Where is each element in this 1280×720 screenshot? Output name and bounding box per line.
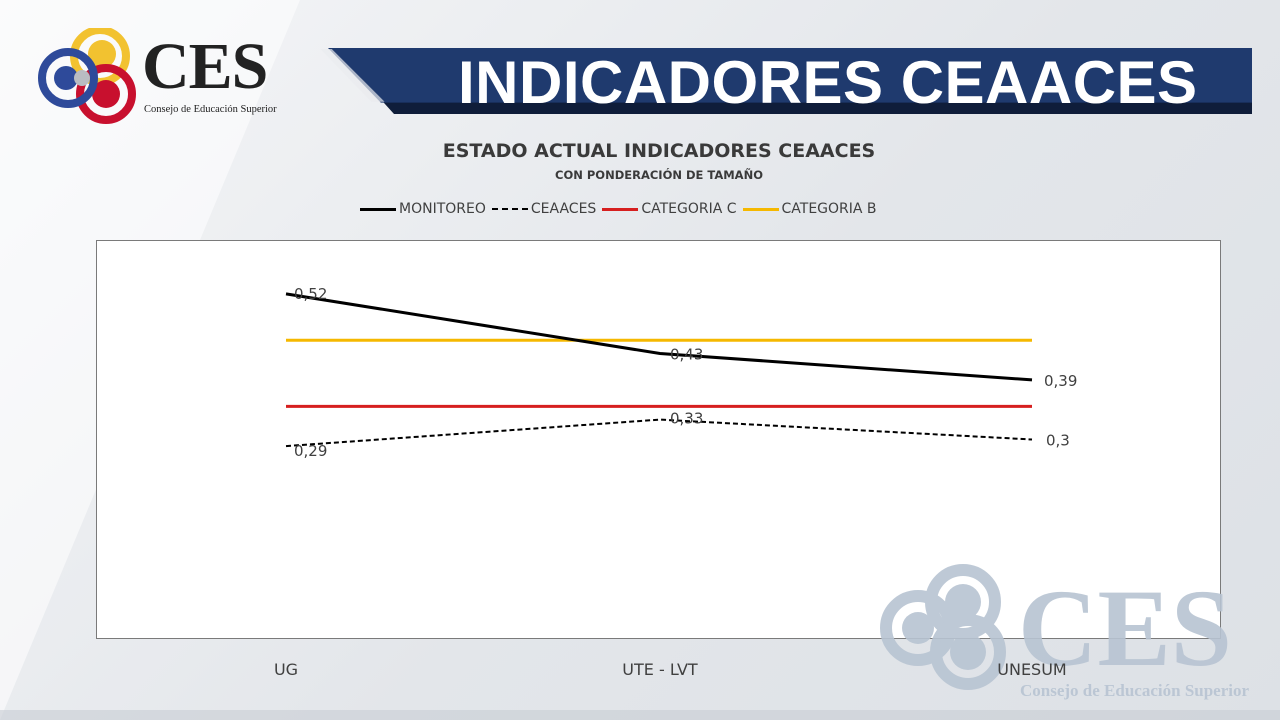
data-label-ceaaces-1: 0,33 bbox=[670, 410, 703, 428]
legend-swatch-ceaaces bbox=[491, 208, 528, 210]
watermark-dot-bottom bbox=[950, 634, 986, 670]
legend-item-categoria-c: CATEGORIA C bbox=[602, 201, 737, 217]
logo-ring-blue bbox=[38, 48, 98, 108]
banner-shape bbox=[328, 48, 1252, 103]
watermark-dot-left bbox=[902, 612, 934, 644]
ces-logo-icon bbox=[38, 26, 136, 124]
data-label-ceaaces-2: 0,3 bbox=[1046, 432, 1070, 450]
chart-title: ESTADO ACTUAL INDICADORES CEAACES bbox=[442, 140, 876, 162]
legend-item-categoria-b: CATEGORIA B bbox=[742, 201, 877, 217]
logo-ring-red bbox=[76, 64, 136, 124]
legend-swatch-categoria-b bbox=[742, 207, 779, 211]
watermark-subtitle: Consejo de Educación Superior bbox=[1020, 681, 1249, 700]
legend-label-ceaaces: CEAACES bbox=[530, 201, 597, 217]
series-line-monitoreo bbox=[285, 292, 1033, 382]
x-tick-label-ute-lvt: UTE - LVT bbox=[622, 660, 698, 679]
legend-label-categoria-c: CATEGORIA C bbox=[641, 201, 737, 217]
data-label-monitoreo-0: 0,52 bbox=[294, 285, 327, 303]
slide-title: INDICADORES CEAACES bbox=[458, 49, 1198, 116]
data-label-monitoreo-2: 0,39 bbox=[1044, 372, 1077, 390]
watermark-text: CES bbox=[1018, 567, 1232, 689]
banner-edge bbox=[320, 48, 385, 102]
legend-label-categoria-b: CATEGORIA B bbox=[781, 201, 877, 217]
chart-subtitle: CON PONDERACIÓN DE TAMAÑO bbox=[555, 168, 763, 182]
logo-subtitle: Consejo de Educación Superior bbox=[144, 104, 277, 115]
legend-swatch-monitoreo bbox=[360, 207, 396, 211]
x-tick-label-unesum: UNESUM bbox=[997, 660, 1066, 679]
watermark-rings bbox=[880, 564, 1006, 690]
logo-dot-blue bbox=[54, 66, 78, 90]
chart-legend: MONITOREO CEAACES CATEGORIA C CATEGORIA … bbox=[360, 201, 883, 217]
ces-logo: CES Consejo de Educación Superior bbox=[38, 26, 288, 128]
legend-swatch-categoria-c bbox=[602, 207, 639, 211]
background-footer-strip bbox=[0, 710, 1280, 720]
title-banner bbox=[320, 48, 1252, 114]
data-label-ceaaces-0: 0,29 bbox=[294, 442, 327, 460]
logo-dot-red bbox=[92, 80, 120, 108]
x-tick-label-ug: UG bbox=[274, 660, 298, 679]
logo-text: CES bbox=[142, 30, 268, 103]
watermark-dot-top bbox=[945, 584, 981, 620]
data-label-monitoreo-1: 0,43 bbox=[670, 345, 703, 363]
logo-dot-gray bbox=[74, 70, 90, 86]
series-line-ceaaces bbox=[285, 418, 1033, 448]
ces-watermark: CES Consejo de Educación Superior bbox=[880, 564, 1249, 700]
logo-dot-yellow bbox=[88, 40, 116, 68]
legend-label-monitoreo: MONITOREO bbox=[399, 201, 486, 217]
legend-item-ceaaces: CEAACES bbox=[491, 201, 597, 217]
plot-area bbox=[96, 240, 1221, 639]
legend-item-monitoreo: MONITOREO bbox=[360, 201, 486, 217]
